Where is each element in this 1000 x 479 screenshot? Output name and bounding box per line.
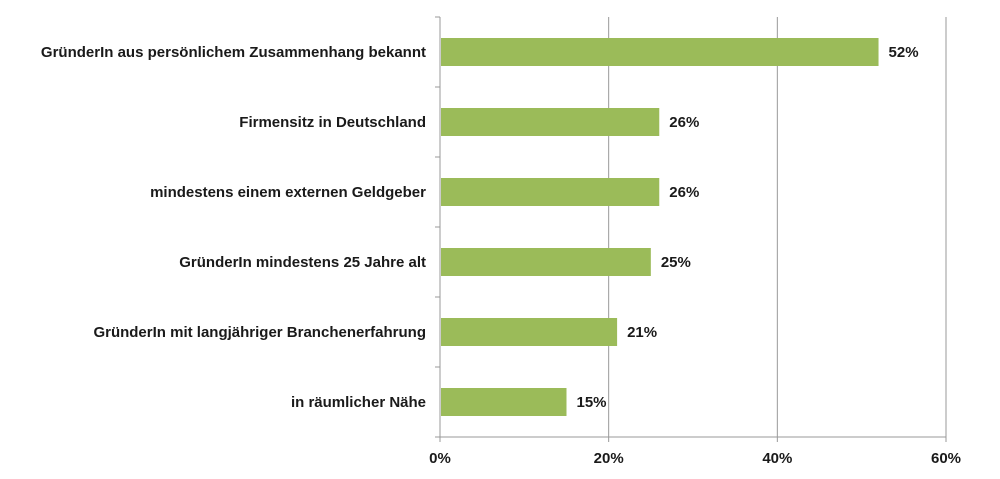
bar-6 (441, 388, 567, 416)
category-label-5: GründerIn mit langjähriger Branchenerfah… (93, 324, 426, 341)
category-label-2: Firmensitz in Deutschland (239, 114, 426, 131)
category-label-3: mindestens einem externen Geldgeber (150, 184, 426, 201)
category-label-4: GründerIn mindestens 25 Jahre alt (179, 254, 426, 271)
value-label-6: 15% (577, 394, 607, 411)
labels: GründerIn aus persönlichem Zusammenhang … (41, 44, 961, 467)
bar-5 (441, 318, 618, 346)
value-label-2: 26% (669, 114, 699, 131)
category-label-1: GründerIn aus persönlichem Zusammenhang … (41, 44, 426, 61)
x-tick-label-40: 40% (762, 450, 792, 467)
value-label-1: 52% (889, 44, 919, 61)
value-label-5: 21% (627, 324, 657, 341)
bar-1 (441, 38, 879, 66)
category-label-6: in räumlicher Nähe (291, 394, 426, 411)
value-label-4: 25% (661, 254, 691, 271)
value-label-3: 26% (669, 184, 699, 201)
bar-4 (441, 248, 651, 276)
x-tick-label-0: 0% (429, 450, 451, 467)
x-tick-label-60: 60% (931, 450, 961, 467)
bars (441, 38, 879, 416)
bar-3 (441, 178, 660, 206)
x-tick-label-20: 20% (594, 450, 624, 467)
grid-lines (435, 16, 947, 442)
bar-2 (441, 108, 660, 136)
